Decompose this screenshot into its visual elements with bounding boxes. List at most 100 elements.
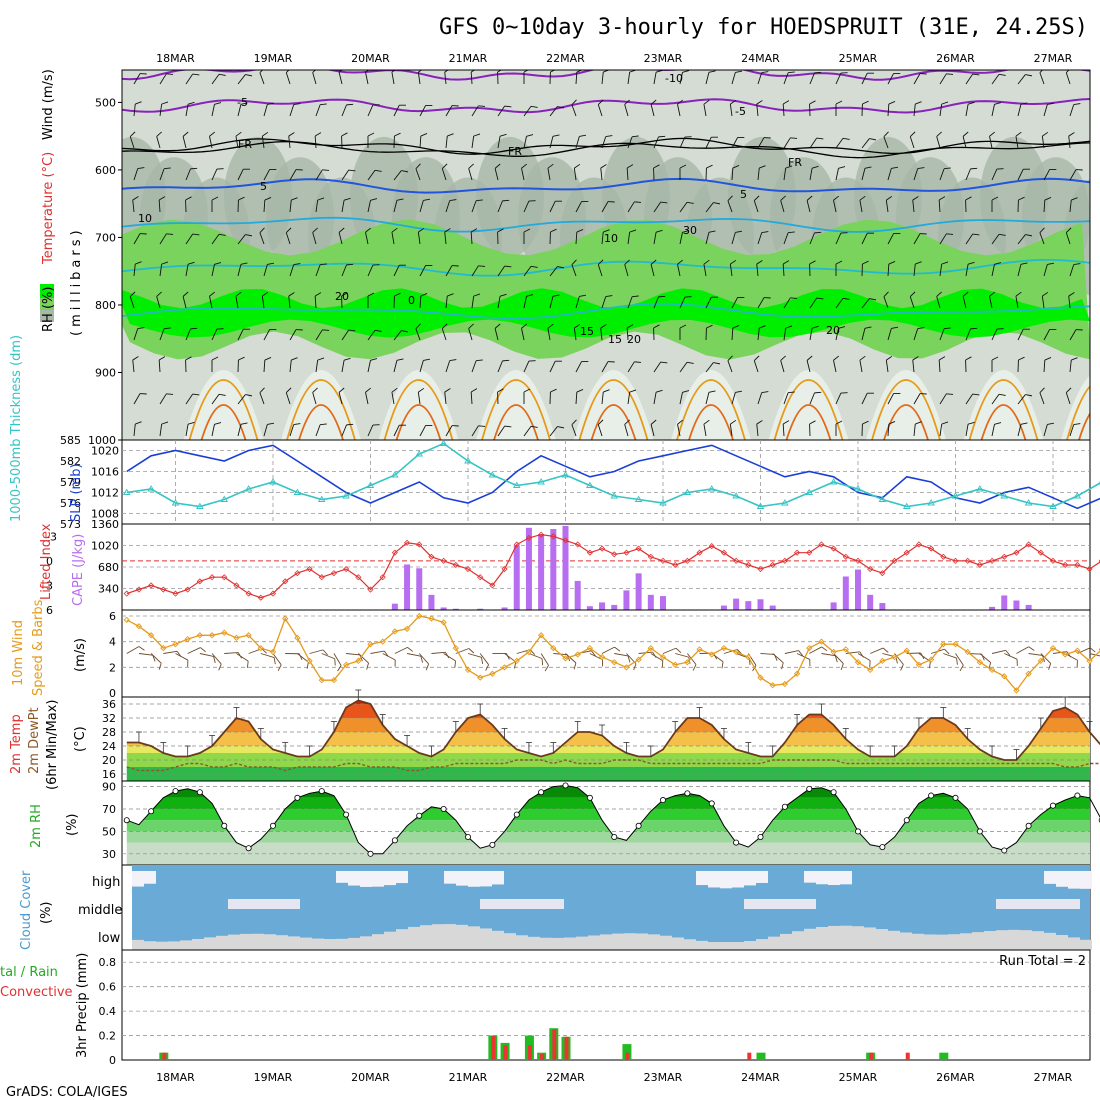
barb-feather [264,357,272,361]
wind-speed-line [126,615,1100,692]
barb-feather [420,293,428,297]
wind-barb [991,393,1006,405]
barb-staff [885,360,889,373]
barb-staff [861,138,870,149]
barb-feather [790,137,798,139]
wind-barb [833,195,840,213]
barb-feather [782,100,790,105]
wind-barb [939,327,951,341]
barb-staff [965,264,969,277]
barb-feather [811,325,819,329]
barb-staff [185,328,191,341]
wind-barb [259,387,265,405]
chart-title: GFS 0~10day 3-hourly for HOEDSPRUIT (31E… [439,15,1088,40]
precip-conv-bar [527,1045,532,1060]
date-label-top: 19MAR [254,52,293,65]
cloud-low-gap [972,932,984,950]
precip-tick: 0.8 [99,956,117,969]
barb-feather [809,260,816,265]
barb-feather [235,131,242,137]
wind-barb [783,137,798,149]
thickness-marker [561,471,570,478]
barb-staff [679,232,683,245]
wind-barb [887,72,901,85]
wind-barb [1017,394,1033,405]
barb-feather [190,327,198,330]
wind-barb [393,170,409,181]
wind-barb [939,73,954,85]
wind-barb [497,359,510,373]
wind-barb [419,358,430,373]
barb-staff [445,425,453,437]
contour-label: 20 [826,324,840,337]
surface-wind-barb [260,653,276,665]
rh-marker [708,800,715,807]
barb-staff [601,232,604,245]
barb-feather [182,291,189,297]
barb-staff [677,424,681,437]
cloud-low-gap [144,941,156,950]
wind-barb [497,265,512,277]
wind-barb [132,356,139,373]
barb-staff [614,653,629,657]
wind-barb [468,163,474,181]
thickness-tick: 576 [60,497,81,510]
barb-staff [835,138,844,149]
wind-barb [1069,329,1083,341]
barb-feather [365,387,372,393]
barb-staff [991,264,995,277]
barb-feather [859,195,866,201]
wind-barb [887,392,901,405]
wind-barb [1043,328,1057,341]
barb-staff [185,393,194,405]
barb-feather [711,136,718,138]
barb-staff [913,328,919,341]
barb-staff [939,73,947,85]
barb-feather [1018,356,1025,361]
barb-staff [565,653,577,664]
wind-barb [237,196,245,213]
barb-staff [1039,232,1045,245]
barb-feather [573,662,577,670]
cloud-high-gap [828,871,840,886]
wind-barb [367,132,375,148]
barb-staff [653,72,657,85]
barb-staff [497,425,506,437]
barb-feather [1044,197,1052,201]
barb-staff [809,646,822,654]
wind-barb [315,357,325,373]
barb-staff [211,264,215,277]
barb-feather [761,231,769,234]
barb-staff [731,327,734,341]
wind-barb [887,261,896,277]
barb-staff [497,105,506,117]
barb-feather [447,293,454,297]
barb-staff [679,136,686,149]
barb-feather [211,356,219,361]
wind-barb [703,259,710,277]
lifted-marker [830,545,837,552]
barb-feather [444,228,451,233]
barb-staff [1065,232,1071,245]
barb-feather [972,393,980,396]
wind-barb [445,133,454,149]
wind-barb [729,419,737,437]
lifted-marker [733,557,740,564]
slp-tick: 1016 [91,466,119,479]
barb-feather [192,233,200,236]
barb-feather [893,232,901,235]
wind-barb [444,388,451,405]
barb-staff [887,263,890,277]
barb-staff [936,136,941,149]
barb-feather [603,389,610,393]
thickness-marker [976,485,984,492]
rh-marker [1074,792,1081,799]
pressure-tick: 900 [95,366,116,379]
barb-feather [214,262,222,265]
cloud-high-gap [756,871,768,883]
barb-staff [315,264,321,277]
cloud-low-gap [660,935,672,950]
barb-feather [629,229,637,233]
wind-barb [159,327,171,341]
barb-staff [703,104,707,117]
